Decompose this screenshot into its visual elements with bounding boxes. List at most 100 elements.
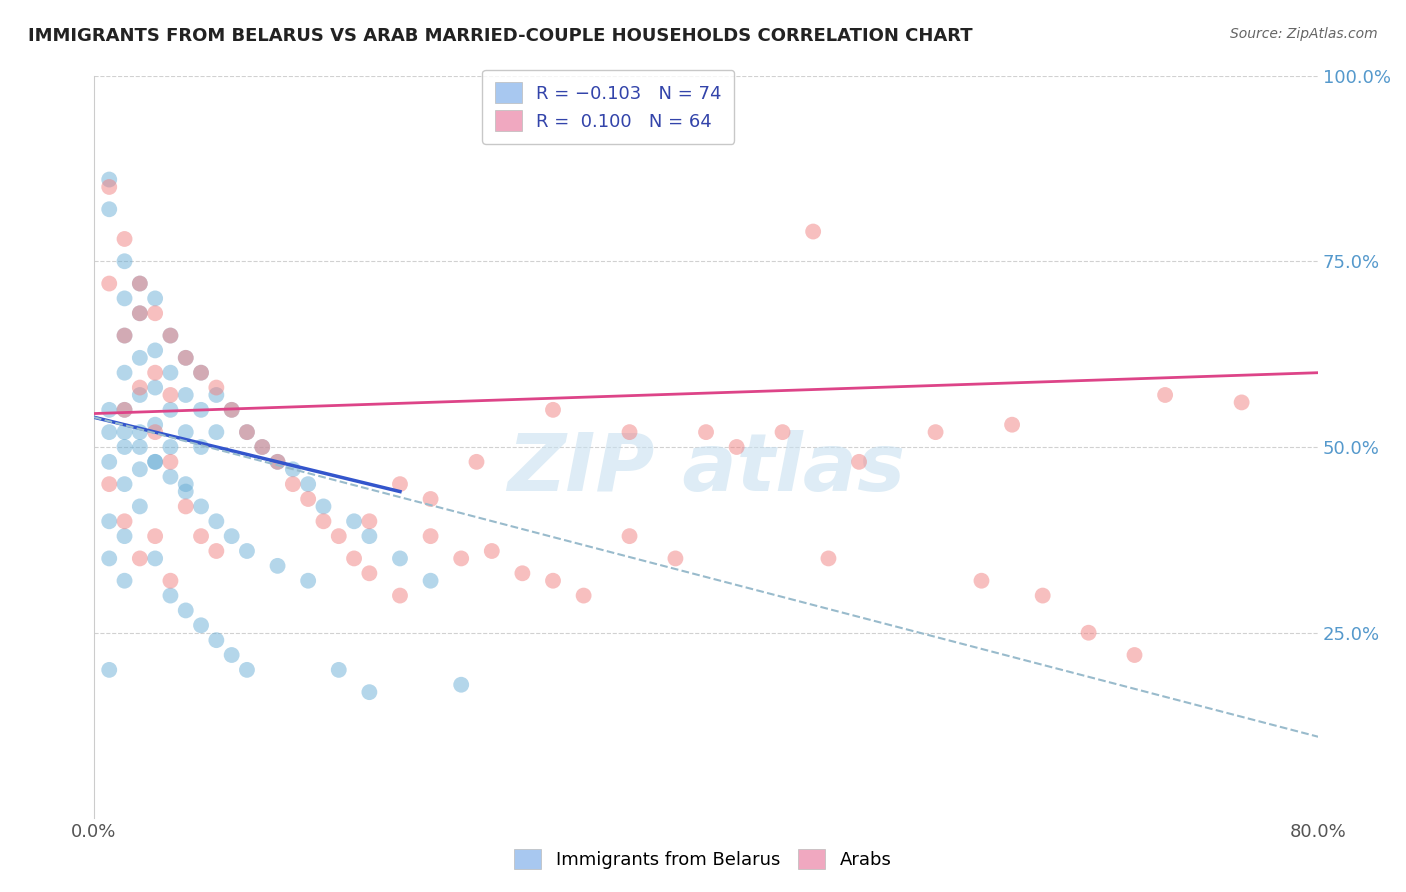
Point (114, 425, 136, 439)
Point (252, 440, 274, 454)
Point (419, 574, 441, 588)
Point (221, 402, 243, 417)
Point (619, 425, 641, 439)
Point (205, 388, 228, 402)
Point (190, 500, 212, 514)
Point (236, 663, 259, 677)
Point (143, 306, 166, 320)
Point (190, 440, 212, 454)
Point (159, 440, 181, 454)
Point (128, 551, 150, 566)
Point (98, 425, 121, 439)
Point (98, 202, 121, 217)
Point (128, 306, 150, 320)
Point (128, 500, 150, 514)
Point (174, 425, 197, 439)
Point (1154, 388, 1177, 402)
Point (98, 402, 121, 417)
Text: ZIP atlas: ZIP atlas (508, 430, 905, 508)
Point (205, 425, 228, 439)
Legend: Immigrants from Belarus, Arabs: Immigrants from Belarus, Arabs (505, 839, 901, 879)
Point (98, 172, 121, 186)
Point (174, 388, 197, 402)
Point (174, 484, 197, 499)
Point (128, 351, 150, 365)
Point (343, 514, 366, 528)
Point (1001, 417, 1024, 432)
Point (114, 402, 136, 417)
Point (128, 306, 150, 320)
Point (98, 180, 121, 194)
Point (312, 500, 335, 514)
Point (128, 440, 150, 454)
Point (190, 366, 212, 380)
Point (143, 529, 166, 543)
Point (143, 455, 166, 469)
Point (664, 551, 686, 566)
Point (114, 402, 136, 417)
Point (114, 254, 136, 268)
Point (328, 663, 350, 677)
Point (128, 462, 150, 476)
Point (143, 417, 166, 432)
Point (388, 477, 411, 491)
Point (450, 551, 472, 566)
Point (159, 589, 181, 603)
Point (924, 425, 946, 439)
Point (801, 225, 824, 239)
Point (143, 292, 166, 306)
Point (541, 574, 564, 588)
Point (619, 529, 641, 543)
Point (143, 380, 166, 394)
Point (359, 685, 381, 699)
Point (174, 351, 197, 365)
Point (128, 277, 150, 291)
Point (817, 551, 839, 566)
Point (281, 477, 304, 491)
Point (236, 425, 259, 439)
Point (98, 455, 121, 469)
Point (1123, 648, 1146, 662)
Point (159, 455, 181, 469)
Point (114, 328, 136, 343)
Point (205, 514, 228, 528)
Point (143, 425, 166, 439)
Point (114, 440, 136, 454)
Point (143, 343, 166, 358)
Point (159, 328, 181, 343)
Point (190, 529, 212, 543)
Point (114, 574, 136, 588)
Point (541, 402, 564, 417)
Point (98, 663, 121, 677)
Point (848, 455, 870, 469)
Point (174, 477, 197, 491)
Point (159, 328, 181, 343)
Point (450, 678, 472, 692)
Point (388, 589, 411, 603)
Point (236, 425, 259, 439)
Point (281, 462, 304, 476)
Point (159, 366, 181, 380)
Point (312, 514, 335, 528)
Point (114, 292, 136, 306)
Point (359, 529, 381, 543)
Point (128, 425, 150, 439)
Point (695, 425, 717, 439)
Point (1032, 589, 1054, 603)
Point (221, 402, 243, 417)
Point (419, 529, 441, 543)
Point (359, 514, 381, 528)
Point (772, 425, 794, 439)
Point (297, 574, 319, 588)
Point (970, 574, 993, 588)
Point (114, 529, 136, 543)
Point (266, 455, 288, 469)
Point (221, 529, 243, 543)
Point (128, 380, 150, 394)
Point (98, 477, 121, 491)
Point (1077, 625, 1099, 640)
Point (419, 491, 441, 506)
Point (205, 633, 228, 648)
Point (205, 544, 228, 558)
Point (388, 551, 411, 566)
